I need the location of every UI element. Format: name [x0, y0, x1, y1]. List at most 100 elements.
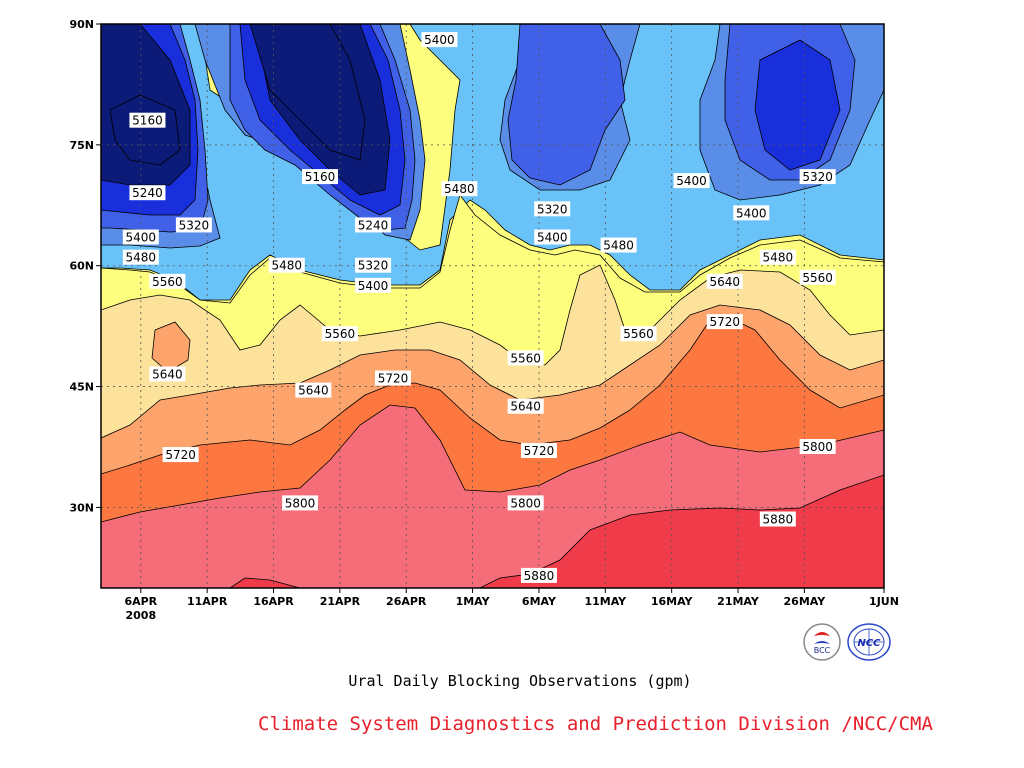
contour-label-box — [507, 350, 544, 366]
contour-label-box — [441, 181, 478, 197]
contour-label-text: 5640 — [510, 400, 541, 414]
contour-label: 5880 — [520, 567, 557, 583]
x-tick-label: 6MAY — [522, 595, 557, 608]
contour-label-text: 5640 — [709, 275, 740, 289]
chart-title: Ural Daily Blocking Observations (gpm) — [348, 672, 692, 690]
contour-label-text: 5560 — [510, 351, 541, 365]
contour-label: 5560 — [799, 269, 836, 285]
y-tick-label: 30N — [69, 501, 94, 514]
contour-label: 5320 — [355, 257, 392, 273]
contour-label: 5480 — [759, 249, 796, 265]
contour-label-text: 5640 — [152, 367, 183, 381]
contour-label: 5480 — [122, 249, 159, 265]
contour-label-text: 5800 — [802, 440, 833, 454]
x-tick-label: 6APR — [124, 595, 157, 608]
ncc-logo: NCC — [846, 622, 891, 662]
contour-label-box — [534, 229, 571, 245]
contour-label: 5720 — [374, 370, 411, 386]
contour-label-text: 5400 — [126, 231, 157, 245]
contour-label: 5720 — [162, 447, 199, 463]
fill-5160-core — [109, 24, 366, 166]
x-axis-year-label: 2008 — [126, 609, 157, 622]
x-tick-label: 16MAY — [651, 595, 694, 608]
x-tick-label: 16APR — [253, 595, 294, 608]
contour-label-box — [799, 169, 836, 185]
contour-label-text: 5400 — [358, 279, 389, 293]
contour-label-text: 5320 — [179, 218, 210, 232]
x-tick-label: 11APR — [187, 595, 228, 608]
contour-label: 5320 — [175, 217, 212, 233]
fill-5480-band — [101, 24, 884, 301]
contour-label-text: 5880 — [524, 569, 555, 583]
contour-label-box — [268, 257, 305, 273]
contour-label-box — [301, 169, 338, 185]
contour-label-text: 5720 — [709, 315, 740, 329]
contour-label-box — [706, 273, 743, 289]
contour-label-box — [421, 32, 458, 48]
y-tick-label: 75N — [69, 139, 94, 152]
contour-label: 5400 — [355, 277, 392, 293]
contour-label-box — [759, 249, 796, 265]
plot-frame — [100, 23, 885, 589]
contour-label-box — [149, 273, 186, 289]
contour-label: 5480 — [600, 237, 637, 253]
contour-labels: 5160 5240 5320 5400 5480 5560 5640 5720 5160 5480… — [122, 32, 836, 583]
contour-label: 5320 — [534, 201, 571, 217]
svg-text:NCC: NCC — [857, 638, 881, 649]
contour-label: 5560 — [149, 273, 186, 289]
contour-label: 5240 — [355, 217, 392, 233]
contour-label-box — [295, 382, 332, 398]
contour-label-text: 5480 — [444, 182, 475, 196]
contour-label-box — [374, 370, 411, 386]
contour-label-text: 5320 — [537, 202, 568, 216]
contour-label-text: 5480 — [763, 251, 794, 265]
contour-label: 5560 — [507, 350, 544, 366]
contour-label-box — [534, 201, 571, 217]
contour-label: 5880 — [759, 511, 796, 527]
contour-label: 5400 — [673, 173, 710, 189]
contour-label-box — [600, 237, 637, 253]
contour-label-text: 5720 — [524, 444, 555, 458]
x-tick-label: 21MAY — [717, 595, 760, 608]
contour-label: 5640 — [295, 382, 332, 398]
svg-text:BCC: BCC — [814, 646, 831, 655]
contour-label-box — [122, 249, 159, 265]
contour-label: 5240 — [129, 185, 166, 201]
contour-label: 5160 — [301, 169, 338, 185]
x-tick-label: 1JUN — [869, 595, 899, 608]
contour-label: 5800 — [507, 495, 544, 511]
contour-label-box — [129, 185, 166, 201]
contour-label-text: 5480 — [603, 239, 634, 253]
x-tick-label: 1MAY — [456, 595, 491, 608]
contour-label-text: 5800 — [510, 496, 541, 510]
contour-label-box — [282, 495, 319, 511]
contour-label-text: 5240 — [132, 186, 163, 200]
contour-label-box — [507, 398, 544, 414]
contour-label: 5640 — [507, 398, 544, 414]
contour-label-text: 5320 — [358, 259, 389, 273]
contour-label-box — [799, 439, 836, 454]
y-tick-label: 60N — [69, 260, 94, 273]
contour-label: 5560 — [620, 326, 657, 342]
contour-label-text: 5560 — [623, 327, 654, 341]
contour-label-text: 5400 — [537, 231, 568, 245]
x-tick-label: 21APR — [320, 595, 361, 608]
contour-label: 5480 — [268, 257, 305, 273]
contour-label-text: 5720 — [378, 372, 409, 386]
y-tick-label: 45N — [69, 381, 94, 394]
x-tick-label: 26MAY — [784, 595, 827, 608]
credit-line: Climate System Diagnostics and Predictio… — [258, 713, 933, 735]
contour-label-box — [706, 314, 743, 330]
contour-label-text: 5160 — [132, 114, 163, 128]
contour-label-text: 5240 — [358, 218, 389, 232]
contour-label-box — [149, 366, 186, 382]
contour-label: 5560 — [321, 326, 358, 342]
contour-label-text: 5400 — [676, 174, 707, 188]
contour-label-box — [733, 205, 770, 221]
contour-label-box — [620, 326, 657, 342]
contour-label-text: 5560 — [152, 275, 183, 289]
contour-label-text: 5880 — [763, 513, 794, 527]
contour-label-text: 5400 — [736, 206, 767, 220]
y-tick-label: 90N — [69, 18, 94, 31]
bcc-logo: BCC — [802, 622, 842, 662]
